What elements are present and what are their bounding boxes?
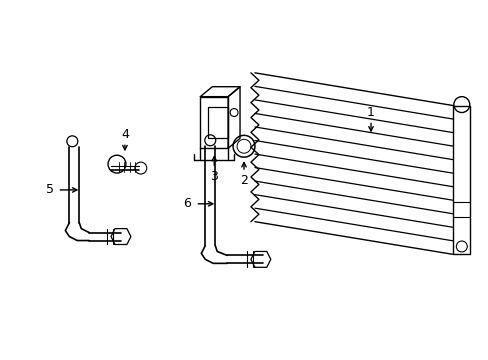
Text: 3: 3 [210,170,218,183]
Text: 5: 5 [45,184,53,197]
Text: 1: 1 [366,106,374,119]
Text: 4: 4 [121,128,129,141]
Text: 2: 2 [240,174,247,186]
Text: 6: 6 [183,197,191,210]
